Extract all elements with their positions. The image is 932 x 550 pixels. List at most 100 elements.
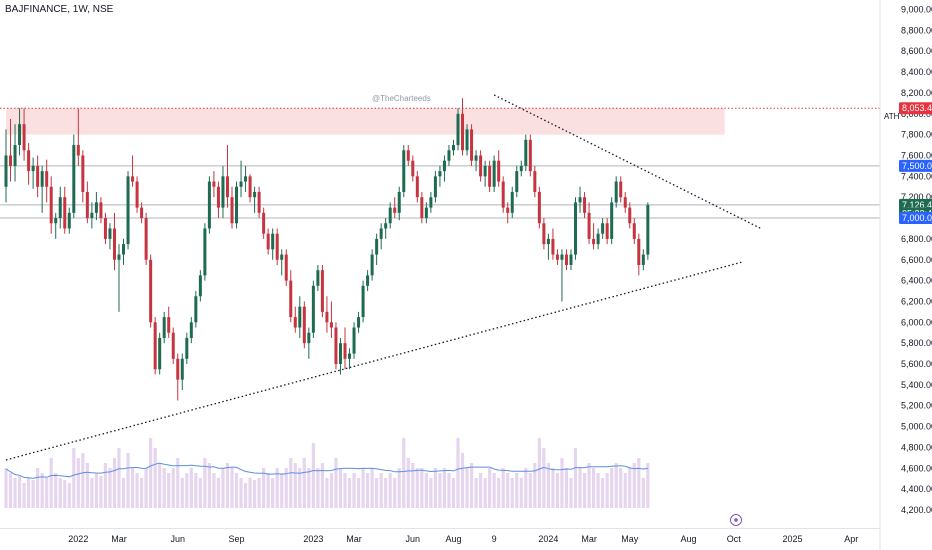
volume-bar [85, 463, 89, 508]
candle-body [474, 155, 478, 161]
candle-down [628, 202, 632, 229]
candle-down [605, 218, 609, 245]
candle-body [411, 160, 415, 177]
candle-body [207, 181, 211, 229]
volume-bar [614, 463, 618, 508]
volume-bar [506, 473, 510, 508]
volume-bar [293, 463, 297, 508]
candle-up [524, 134, 528, 172]
time-tick-label: 9 [492, 534, 497, 544]
candle-down [619, 176, 623, 203]
volume-bar [140, 478, 144, 508]
price-label-text: 7,126.40 [902, 200, 932, 210]
volume-bar [501, 468, 505, 508]
reset-scale-icon[interactable] [730, 514, 742, 526]
candle-body [167, 317, 171, 333]
volume-bar [370, 468, 374, 508]
volume-bar [465, 468, 469, 508]
volume-bar [230, 468, 234, 508]
candle-body [596, 233, 600, 245]
candle-body [131, 176, 135, 182]
volume-bar [298, 468, 302, 508]
volume-bar [284, 468, 288, 508]
candle-up [203, 223, 207, 281]
volume-bar [63, 480, 67, 508]
candle-up [574, 197, 578, 260]
candle-body [225, 176, 229, 198]
candle-up [338, 337, 342, 375]
candle-body [492, 160, 496, 187]
candle-down [406, 145, 410, 166]
candle-down [533, 165, 537, 198]
candle-down [329, 301, 333, 338]
volume-bar [253, 480, 257, 508]
candle-up [239, 160, 243, 198]
candle-body [551, 238, 555, 255]
candle-body [117, 254, 121, 260]
price-tick-label: 8,600.00 [901, 46, 932, 56]
volume-bar [551, 468, 555, 508]
candle-down [171, 327, 175, 365]
candle-down [302, 301, 306, 349]
candle-body [646, 204, 650, 255]
volume-bar [420, 468, 424, 508]
candle-up [180, 353, 184, 391]
candle-body [506, 207, 510, 213]
volume-bar [492, 473, 496, 508]
candle-body [103, 218, 107, 239]
candle-body [623, 197, 627, 208]
volume-bar [338, 468, 343, 508]
candle-body [244, 176, 248, 182]
volume-bar [221, 468, 225, 508]
candle-body [302, 306, 306, 344]
candle-down [632, 218, 636, 245]
volume-bar [167, 473, 171, 508]
candle-body [85, 191, 89, 219]
volume-bar [438, 473, 442, 508]
candle-body [574, 202, 578, 255]
candle-down [103, 212, 107, 245]
volume-bar [343, 473, 347, 508]
price-axis[interactable]: 9,000.00 8,800.00 8,600.00 8,400.00 8,200.00… [879, 0, 932, 550]
candle-body [334, 327, 338, 365]
candle-down [293, 306, 297, 333]
candle-up [366, 270, 370, 292]
volume-bar [130, 468, 135, 508]
candle-body [31, 165, 35, 172]
volume-bar [8, 473, 13, 508]
candle-body [298, 306, 302, 328]
time-axis[interactable]: 2022 Mar Jun Sep 2023 Mar Jun Aug 9 2024 Mar May Aug… [0, 528, 880, 545]
candle-down [415, 171, 419, 203]
price-tick-label: 7,600.00 [901, 150, 932, 160]
candle-body [479, 155, 483, 177]
volume-bar [555, 473, 560, 508]
candle-down [497, 150, 501, 187]
candle-body [338, 343, 342, 365]
candle-up [447, 145, 451, 166]
candle-body [171, 332, 175, 359]
volume-bar [149, 438, 153, 508]
candle-up [442, 155, 446, 182]
volume-bar [171, 468, 175, 508]
price-label-box [899, 212, 932, 225]
ath-label: ATH [884, 112, 900, 121]
candle-up [578, 186, 582, 213]
candle-up [546, 233, 550, 260]
candle-down [420, 191, 424, 224]
candle-down [284, 249, 288, 286]
volume-bar [117, 448, 121, 508]
volume-bar [366, 473, 370, 508]
volume-bar [632, 463, 636, 508]
price-tick-label: 8,800.00 [901, 25, 932, 35]
candle-down [343, 327, 347, 370]
chart-title: BAJFINANCE, 1W, NSE [5, 4, 114, 15]
candle-up [117, 244, 121, 312]
candle-down [22, 108, 26, 161]
volume-bar [153, 448, 157, 508]
volume-bar [185, 473, 189, 508]
time-tick-label: 2023 [303, 534, 323, 544]
candle-down [623, 191, 627, 213]
volume-bar [488, 468, 492, 508]
candle-body [162, 317, 166, 338]
